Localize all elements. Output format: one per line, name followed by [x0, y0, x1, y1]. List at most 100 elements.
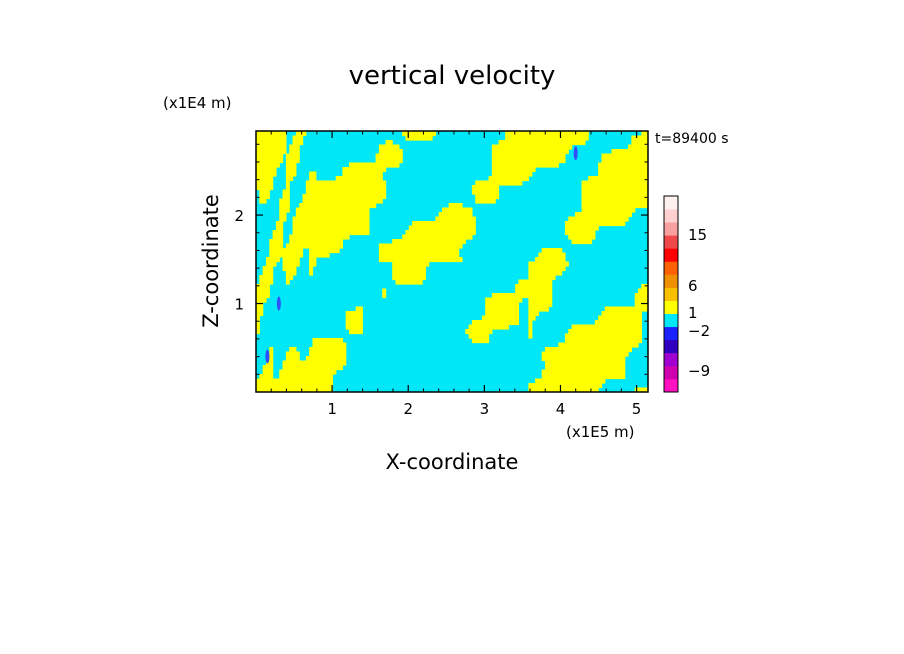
field-cell-positive [259, 284, 264, 290]
field-cell-positive [641, 153, 646, 159]
field-cell-positive [362, 180, 367, 186]
field-cell-positive [618, 315, 623, 321]
field-cell-positive [604, 171, 609, 177]
field-cell-positive [481, 324, 486, 330]
field-cell-positive [638, 288, 642, 294]
field-cell-positive [285, 369, 290, 375]
field-cell-positive [299, 212, 304, 218]
field-cell-positive [372, 194, 377, 200]
field-cell-positive [352, 162, 357, 168]
velocity-field [256, 131, 648, 392]
field-cell-positive [358, 329, 363, 335]
field-cell-positive [339, 207, 343, 213]
field-cell-positive [392, 243, 397, 249]
field-cell-positive [498, 315, 503, 321]
field-cell-positive [574, 221, 579, 227]
field-cell-positive [378, 194, 383, 200]
field-cell-positive [551, 140, 556, 146]
field-cell-positive [501, 320, 506, 326]
field-cell-positive [505, 320, 510, 326]
field-cell-positive [588, 356, 593, 362]
field-cell-positive [541, 135, 546, 141]
field-cell-positive [372, 185, 377, 191]
field-cell-positive [329, 383, 333, 389]
field-cell-positive [279, 158, 284, 164]
field-cell-positive [628, 203, 632, 209]
field-cell-positive [551, 153, 556, 159]
colorbar-swatch [664, 248, 678, 262]
field-cell-positive [581, 225, 586, 231]
field-cell-positive [461, 212, 466, 218]
field-cell-positive [508, 180, 513, 186]
field-cell-positive [584, 207, 589, 213]
field-cell-positive [598, 333, 603, 339]
field-cell-positive [262, 171, 267, 177]
field-cell-positive [578, 347, 583, 353]
field-cell-positive [604, 374, 609, 380]
field-cell-positive [382, 293, 387, 299]
field-cell-positive [498, 171, 503, 177]
field-cell-positive [611, 306, 616, 312]
field-cell-positive [272, 230, 277, 236]
field-cell-positive [634, 306, 639, 312]
field-cell-positive [535, 135, 539, 141]
field-cell-positive [528, 284, 533, 290]
field-cell-positive [631, 144, 636, 150]
field-cell-positive [305, 383, 310, 389]
field-cell-positive [531, 387, 536, 392]
field-cell-positive [638, 176, 642, 182]
field-cell-positive [528, 324, 533, 330]
field-cell-positive [548, 149, 553, 155]
field-cell-positive [265, 270, 270, 276]
field-cell-positive [415, 252, 420, 258]
field-cell-positive [488, 329, 493, 335]
field-cell-positive [375, 180, 380, 186]
field-cell-positive [325, 360, 330, 366]
field-cell-positive [634, 329, 639, 335]
field-cell-positive [322, 365, 327, 371]
field-cell-positive [495, 153, 500, 159]
field-cell-positive [535, 162, 539, 168]
field-cell-positive [638, 140, 642, 146]
field-cell-positive [574, 342, 579, 348]
field-cell-positive [415, 135, 420, 141]
field-cell-positive [578, 239, 583, 245]
field-cell-positive [428, 252, 433, 258]
field-cell-positive [521, 144, 526, 150]
field-cell-positive [358, 324, 363, 330]
field-cell-positive [568, 221, 573, 227]
field-cell-positive [511, 320, 516, 326]
field-cell-positive [621, 369, 626, 375]
field-cell-positive [422, 135, 427, 141]
field-cell-positive [581, 374, 586, 380]
field-cell-positive [531, 306, 536, 312]
field-cell-positive [594, 225, 599, 231]
field-cell-positive [382, 149, 387, 155]
field-cell-positive [501, 176, 506, 182]
field-cell-positive [491, 176, 496, 182]
field-cell-positive [349, 329, 353, 335]
field-cell-positive [285, 374, 290, 380]
field-cell-positive [329, 194, 333, 200]
field-cell-positive [598, 207, 603, 213]
field-cell-positive [531, 149, 536, 155]
field-cell-positive [362, 216, 367, 222]
field-cell-positive [538, 153, 543, 159]
field-cell-positive [505, 131, 510, 137]
field-cell-positive [412, 261, 417, 267]
field-cell-positive [342, 212, 347, 218]
field-cell-positive [621, 153, 626, 159]
field-cell-positive [588, 203, 593, 209]
field-cell-positive [339, 203, 343, 209]
field-cell-positive [322, 243, 327, 249]
field-cell-positive [392, 248, 397, 254]
field-cell-positive [325, 212, 330, 218]
field-cell-positive [445, 248, 450, 254]
field-cell-positive [638, 203, 642, 209]
field-cell-positive [395, 162, 400, 168]
field-cell-positive [598, 221, 603, 227]
field-cell-positive [578, 140, 583, 146]
field-cell-positive [548, 356, 553, 362]
field-cell-positive [561, 365, 566, 371]
field-cell-positive [445, 216, 450, 222]
